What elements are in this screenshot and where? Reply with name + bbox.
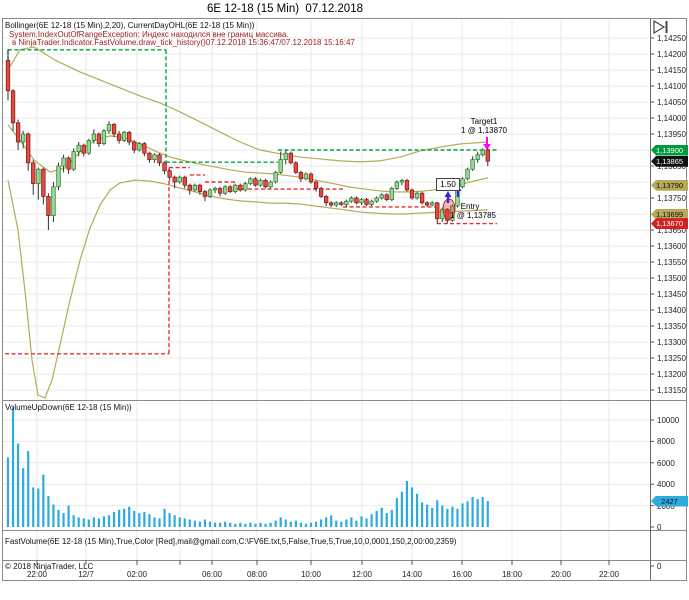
entry-annotation-label: Entry	[460, 202, 480, 211]
time-axis-label: 12/7	[78, 570, 94, 579]
time-axis-label: 12:00	[351, 570, 373, 579]
fastvolume-axis-label: 0	[657, 562, 662, 571]
time-axis-label: 18:00	[501, 570, 523, 579]
price-axis-label: 1,13450	[657, 290, 686, 299]
time-axis-label: 22:00	[26, 570, 48, 579]
volume-axis-label: 6000	[657, 458, 675, 468]
price-axis-label: 1,13550	[657, 258, 686, 267]
indicator-label-fastvolume: FastVolume(6E 12-18 (15 Min),True,Color …	[5, 537, 457, 546]
day-low-marker: 1,13670	[651, 218, 688, 230]
price-axis-label: 1,13200	[657, 370, 686, 379]
time-axis-label: 14:00	[401, 570, 423, 579]
indicator-label-volumeupdown: VolumeUpDown(6E 12-18 (15 Min))	[5, 403, 132, 412]
time-axis[interactable]: 22:00 12/7 02:00 06:00 08:00 10:00 12:00 14:00 1…	[0, 560, 689, 582]
price-axis-label: 1,14050	[657, 98, 686, 107]
time-axis-label: 06:00	[201, 570, 223, 579]
volume-axis-label: 8000	[657, 437, 675, 447]
price-axis-label: 1,13250	[657, 354, 686, 363]
bollinger-lower-marker: 1,13699	[651, 208, 688, 220]
scroll-to-end-icon[interactable]	[653, 20, 671, 35]
price-axis-label: 1,14150	[657, 66, 686, 75]
volume-axis-label: 0	[657, 523, 662, 532]
chart-title: 6E 12-18 (15 Min) 07.12.2018	[207, 3, 363, 15]
bollinger-middle-marker: 1,13790	[651, 179, 688, 191]
time-axis-label: 22:00	[598, 570, 620, 579]
price-axis-label: 1,13950	[657, 130, 686, 139]
target-annotation-label: Target1	[470, 117, 498, 126]
volume-axis-label: 4000	[657, 480, 675, 490]
last-price-marker: 1,13865	[651, 155, 688, 167]
indicator-label-bollinger: Bollinger(6E 12-18 (15 Min),2,20), Curre…	[5, 21, 255, 30]
day-high-marker: 1,13900	[651, 144, 688, 156]
last-volume-marker: 2427	[651, 495, 688, 507]
volume-axis-label: 10000	[657, 416, 680, 425]
time-axis-label: 08:00	[246, 570, 268, 579]
entry-annotation-price: 1 @ 1,13785	[450, 211, 496, 220]
time-axis-label: 02:00	[126, 570, 148, 579]
price-axis-label: 1,13500	[657, 274, 686, 283]
price-axis-label: 1,13400	[657, 306, 686, 315]
target-annotation-price: 1 @ 1,13870	[461, 126, 507, 135]
price-axis-label: 1,14250	[657, 34, 686, 43]
time-axis-label: 16:00	[451, 570, 473, 579]
price-axis[interactable]: 1,14250 1,14200 1,14150 1,14100 1,14050 1,140…	[650, 18, 689, 580]
price-axis-label: 1,14000	[657, 114, 686, 123]
atm-quantity-box[interactable]: 1.50	[436, 178, 460, 191]
copyright-label: © 2018 NinjaTrader, LLC	[5, 562, 94, 571]
price-axis-label: 1,13300	[657, 338, 686, 347]
price-axis-label: 1,13750	[657, 194, 686, 203]
error-message-line1: System.IndexOutOfRangeException: Индекс …	[9, 30, 289, 39]
price-axis-label: 1,13350	[657, 322, 686, 331]
price-axis-label: 1,13150	[657, 386, 686, 395]
time-axis-label: 10:00	[300, 570, 322, 579]
time-axis-label: 20:00	[550, 570, 572, 579]
price-axis-label: 1,13650	[657, 226, 686, 235]
price-axis-label: 1,14100	[657, 82, 686, 91]
price-axis-label: 1,13600	[657, 242, 686, 251]
price-axis-label: 1,14200	[657, 50, 686, 59]
error-message-line2: в NinjaTrader.Indicator.FastVolume.draw_…	[12, 38, 355, 47]
